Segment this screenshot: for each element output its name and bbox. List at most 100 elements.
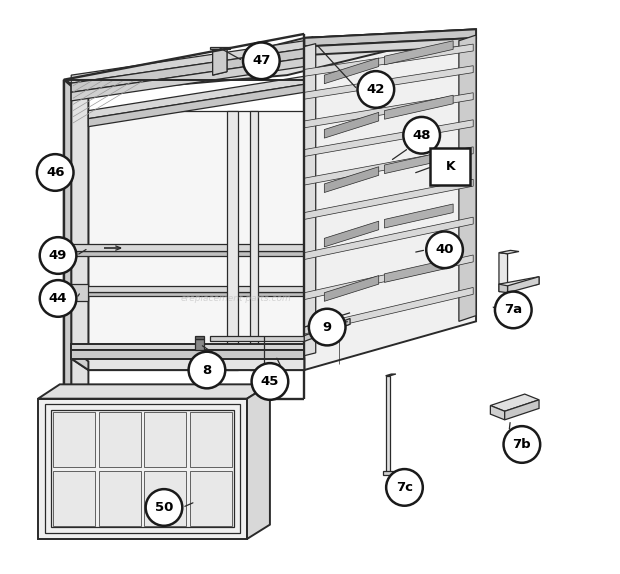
Polygon shape <box>71 359 304 370</box>
Polygon shape <box>227 111 239 370</box>
Polygon shape <box>53 412 95 467</box>
Polygon shape <box>304 319 350 342</box>
Polygon shape <box>319 48 456 347</box>
Polygon shape <box>499 284 508 293</box>
Text: 8: 8 <box>202 363 211 377</box>
Polygon shape <box>71 41 304 83</box>
Polygon shape <box>324 113 379 138</box>
Polygon shape <box>99 412 141 467</box>
Polygon shape <box>71 244 304 251</box>
Circle shape <box>404 117 440 154</box>
Text: ereplacement·parts.com: ereplacement·parts.com <box>180 294 291 303</box>
Polygon shape <box>144 412 187 467</box>
Polygon shape <box>508 277 539 293</box>
Text: 49: 49 <box>49 249 67 262</box>
Polygon shape <box>71 98 89 370</box>
Polygon shape <box>384 258 453 282</box>
Polygon shape <box>89 76 304 119</box>
Circle shape <box>146 489 182 526</box>
Polygon shape <box>324 167 379 192</box>
Polygon shape <box>304 179 473 219</box>
Circle shape <box>358 71 394 108</box>
Text: 45: 45 <box>261 375 279 388</box>
Polygon shape <box>324 276 379 301</box>
Polygon shape <box>304 255 473 300</box>
Polygon shape <box>324 221 379 247</box>
Polygon shape <box>304 29 476 370</box>
Polygon shape <box>250 111 259 370</box>
Text: 48: 48 <box>412 129 431 142</box>
Polygon shape <box>89 84 304 127</box>
Polygon shape <box>71 292 304 296</box>
Polygon shape <box>71 344 304 350</box>
Polygon shape <box>304 217 473 259</box>
Polygon shape <box>304 37 313 67</box>
Polygon shape <box>64 80 71 399</box>
Text: 40: 40 <box>435 243 454 256</box>
Polygon shape <box>195 336 204 339</box>
Text: 44: 44 <box>49 292 68 305</box>
Polygon shape <box>247 385 270 539</box>
Circle shape <box>243 42 280 79</box>
Polygon shape <box>459 35 476 321</box>
Polygon shape <box>384 41 453 65</box>
Polygon shape <box>89 111 304 370</box>
Polygon shape <box>304 44 473 76</box>
Circle shape <box>252 363 288 400</box>
Polygon shape <box>304 120 473 157</box>
Polygon shape <box>324 58 379 84</box>
Polygon shape <box>71 84 89 410</box>
Polygon shape <box>99 471 141 526</box>
Text: 50: 50 <box>155 501 173 514</box>
Polygon shape <box>384 95 453 119</box>
Text: 9: 9 <box>322 321 332 333</box>
Circle shape <box>426 231 463 268</box>
Polygon shape <box>384 204 453 228</box>
Polygon shape <box>38 385 270 399</box>
Circle shape <box>503 426 540 463</box>
FancyBboxPatch shape <box>430 149 471 185</box>
Polygon shape <box>89 29 476 92</box>
Polygon shape <box>71 284 89 301</box>
Polygon shape <box>386 376 390 473</box>
Polygon shape <box>190 471 232 526</box>
Polygon shape <box>71 350 304 359</box>
Polygon shape <box>383 471 398 475</box>
Polygon shape <box>304 288 473 334</box>
Polygon shape <box>384 150 453 173</box>
Polygon shape <box>64 80 89 98</box>
Circle shape <box>40 237 76 274</box>
Polygon shape <box>144 471 187 526</box>
Text: K: K <box>446 160 455 173</box>
Polygon shape <box>213 49 227 75</box>
Polygon shape <box>499 253 508 286</box>
Polygon shape <box>304 38 476 55</box>
Polygon shape <box>304 29 476 46</box>
Polygon shape <box>304 44 316 356</box>
Polygon shape <box>304 65 473 99</box>
Polygon shape <box>71 58 304 101</box>
Polygon shape <box>53 471 95 526</box>
Polygon shape <box>71 251 304 256</box>
Text: 42: 42 <box>366 83 385 96</box>
Polygon shape <box>499 250 519 254</box>
Circle shape <box>386 469 423 506</box>
Text: 46: 46 <box>46 166 64 179</box>
Text: 7c: 7c <box>396 481 413 494</box>
Polygon shape <box>499 277 539 292</box>
Text: 47: 47 <box>252 55 270 67</box>
Polygon shape <box>38 399 247 539</box>
Circle shape <box>309 309 345 346</box>
Polygon shape <box>304 147 473 185</box>
Polygon shape <box>490 405 505 420</box>
Polygon shape <box>71 49 304 92</box>
Circle shape <box>37 154 74 191</box>
Polygon shape <box>210 46 230 49</box>
Polygon shape <box>505 400 539 420</box>
Polygon shape <box>490 394 539 411</box>
Polygon shape <box>210 336 304 342</box>
Circle shape <box>40 280 76 317</box>
Polygon shape <box>304 93 473 128</box>
Circle shape <box>188 352 225 389</box>
Polygon shape <box>71 286 304 292</box>
